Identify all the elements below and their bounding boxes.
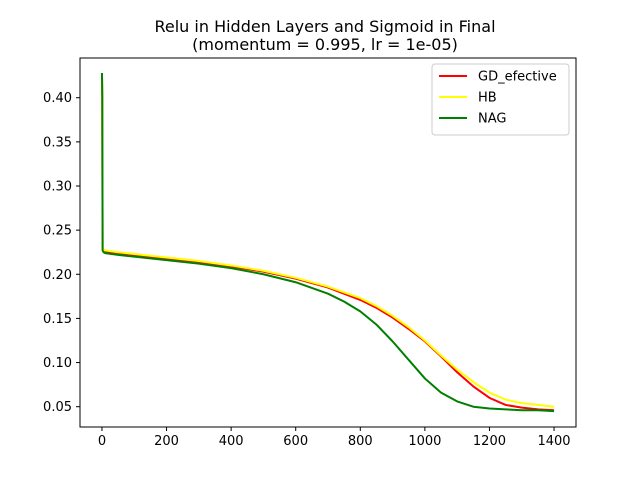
x-tick-label: 1000	[408, 434, 441, 449]
legend-label-nag: NAG	[478, 112, 506, 127]
y-tick-label: 0.25	[43, 224, 72, 239]
x-tick-label: 400	[219, 434, 244, 449]
y-tick-label: 0.35	[43, 135, 72, 150]
y-tick-label: 0.20	[43, 268, 72, 283]
x-axis: 0 200 400 600 800 1000 1200 1400	[98, 427, 571, 449]
legend-label-hb: HB	[478, 91, 497, 106]
x-tick-label: 800	[348, 434, 373, 449]
chart-title: Relu in Hidden Layers and Sigmoid in Fin…	[154, 17, 495, 36]
x-tick-label: 1200	[473, 434, 506, 449]
legend-label-gd-efective: GD_efective	[478, 70, 557, 85]
y-tick-label: 0.15	[43, 312, 72, 327]
plot-area-border	[79, 57, 577, 428]
chart-subtitle: (momentum = 0.995, lr = 1e-05)	[192, 35, 458, 54]
legend: GD_efective HB NAG	[431, 63, 570, 136]
y-tick-label: 0.30	[43, 180, 72, 195]
y-tick-label: 0.40	[43, 91, 72, 106]
series-line-hb	[100, 72, 555, 408]
x-tick-label: 0	[98, 434, 106, 449]
y-axis: 0.05 0.10 0.15 0.20 0.25 0.30 0.35 0.40	[43, 91, 80, 415]
axes-frame	[79, 57, 577, 428]
plot-lines	[100, 72, 555, 413]
y-tick-label: 0.10	[43, 356, 72, 371]
series-line-nag	[100, 72, 555, 413]
x-tick-label: 200	[154, 434, 179, 449]
x-tick-label: 600	[283, 434, 308, 449]
y-tick-label: 0.05	[43, 400, 72, 415]
x-tick-label: 1400	[537, 434, 570, 449]
